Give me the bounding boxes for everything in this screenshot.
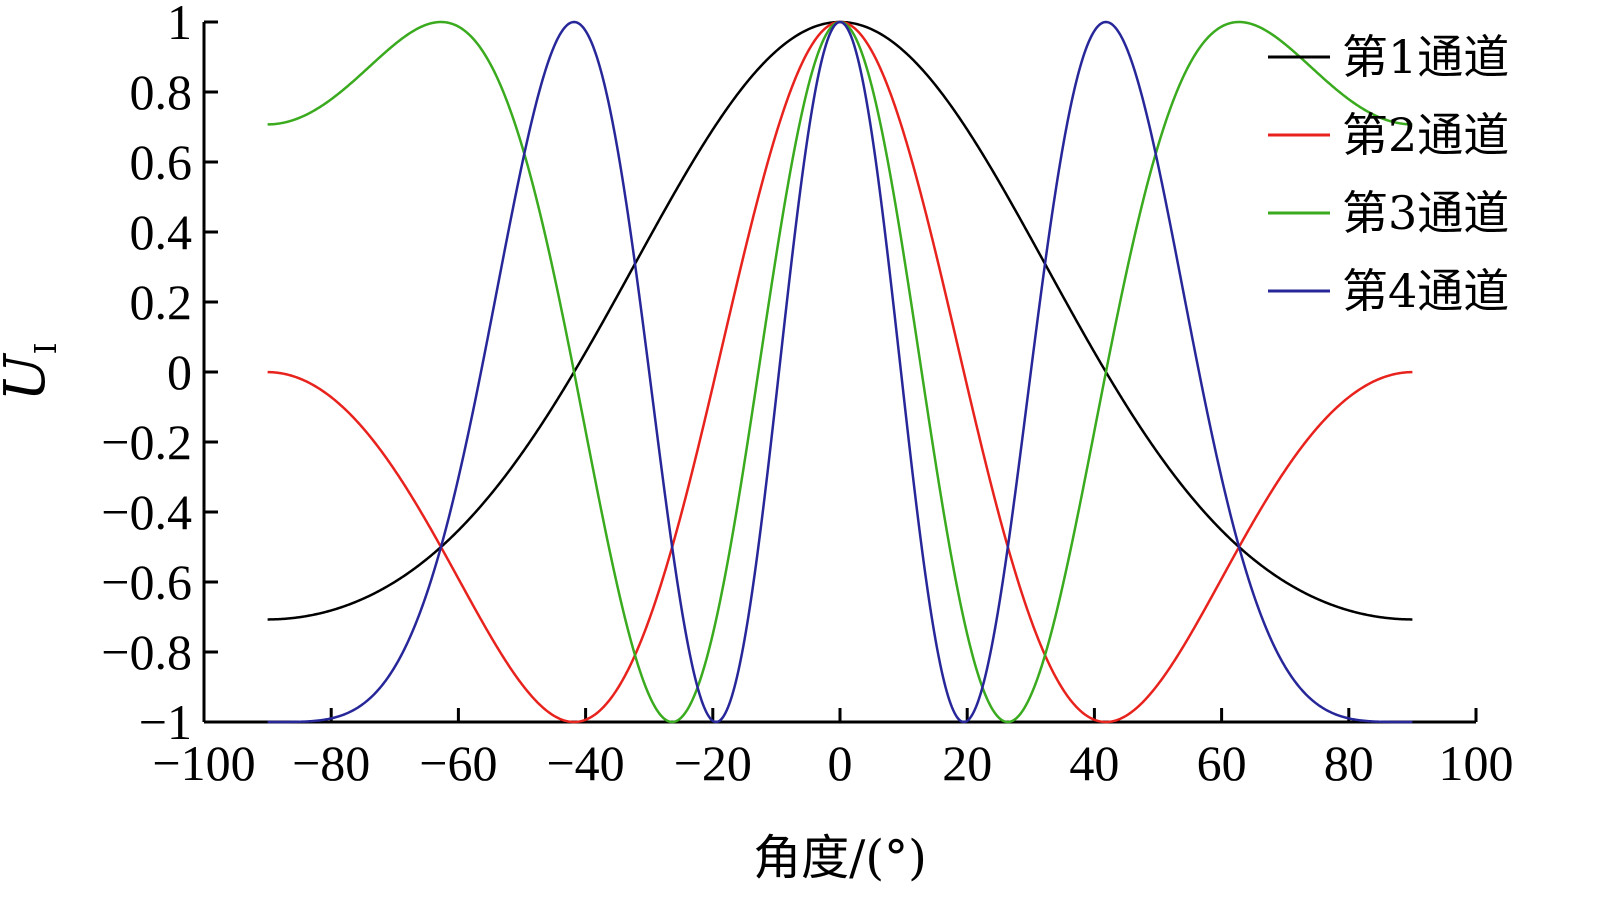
legend-label: 第4通道 (1342, 264, 1509, 318)
y-axis-title: UI (0, 342, 64, 401)
x-tick-label: 40 (1069, 735, 1119, 791)
x-tick-label: −40 (546, 735, 624, 791)
x-tick-label: −80 (292, 735, 370, 791)
y-tick-label: 0 (167, 344, 192, 400)
legend-label: 第3通道 (1342, 186, 1509, 240)
x-tick-label: 60 (1197, 735, 1247, 791)
x-tick-label: 80 (1324, 735, 1374, 791)
series-line (267, 20, 1413, 724)
y-tick-label: 0.6 (130, 134, 193, 190)
series-line (267, 20, 1413, 724)
x-tick-label: 20 (942, 735, 992, 791)
series-line (267, 20, 1413, 724)
series-layer (267, 20, 1413, 724)
legend-label: 第2通道 (1342, 108, 1509, 162)
y-tick-label: −0.2 (101, 414, 192, 470)
y-tick-label: 0.8 (130, 64, 193, 120)
y-tick-label: 1 (167, 0, 192, 50)
y-axis-title-main: U (0, 353, 58, 402)
x-tick-label: 100 (1439, 735, 1514, 791)
x-tick-label: −60 (419, 735, 497, 791)
y-tick-label: 0.4 (130, 204, 193, 260)
y-tick-label: 0.2 (130, 274, 193, 330)
y-tick-label: −0.6 (101, 554, 192, 610)
y-tick-label: −0.4 (101, 484, 192, 540)
series-line (267, 20, 1413, 621)
y-tick-label: −1 (139, 694, 192, 750)
y-axis-title-sub: I (29, 342, 64, 354)
y-tick-label: −0.8 (101, 624, 192, 680)
x-tick-label: −20 (674, 735, 752, 791)
legend-label: 第1通道 (1342, 30, 1509, 84)
x-tick-label: −100 (152, 735, 255, 791)
axes: −100 −80 −60 −40 −20 0 20 40 60 80 100 −1 −0.8 −0.6 −0… (0, 0, 1514, 886)
x-tick-label: 0 (828, 735, 853, 791)
x-axis-title: 角度/(°) (753, 830, 927, 886)
